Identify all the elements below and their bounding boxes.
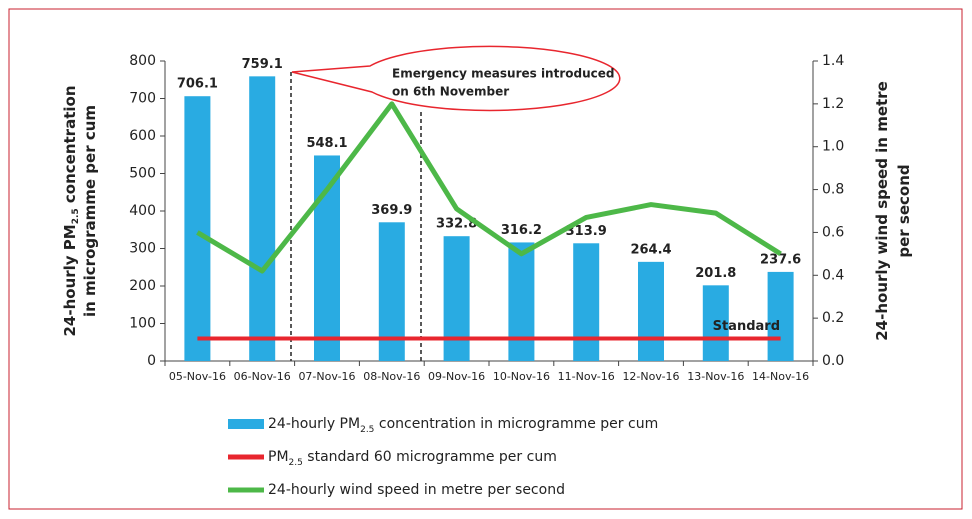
- value-label: 369.9: [371, 203, 412, 218]
- legend-swatch: [228, 419, 264, 429]
- legend-label: PM2.5 standard 60 microgramme per cum: [268, 449, 557, 468]
- y2-tick-label: 0.4: [822, 267, 844, 283]
- legend-label-part: standard 60 microgramme per cum: [303, 449, 557, 465]
- y-tick-label: 700: [129, 91, 156, 107]
- y-axis-title-part: concentration: [61, 85, 79, 208]
- bar: [638, 261, 664, 361]
- legend-label-part: concentration in microgramme per cum: [374, 416, 658, 432]
- legend-label: 24-hourly PM2.5 concentration in microgr…: [268, 416, 658, 435]
- bar: [184, 96, 211, 362]
- y-tick-label: 100: [129, 316, 156, 332]
- legend-label-part: 2.5: [360, 425, 374, 435]
- x-tick-label: 11-Nov-16: [558, 370, 615, 383]
- annotation: Emergency measures introduced: [392, 67, 614, 81]
- x-tick-label: 05-Nov-16: [169, 370, 226, 383]
- y2-tick-label: 0.8: [822, 182, 844, 198]
- y-axis-title: in microgramme per cum: [81, 105, 99, 317]
- value-label: 759.1: [242, 57, 283, 72]
- legend-label-part: 24-hourly PM: [268, 416, 360, 432]
- bar: [443, 236, 470, 361]
- y2-tick-label: 1.2: [822, 96, 844, 112]
- value-label: 201.8: [695, 266, 736, 281]
- callout: [291, 45, 621, 112]
- value-label: 237.6: [760, 252, 801, 267]
- value-label: 332.8: [436, 217, 477, 232]
- value-label: 313.9: [566, 224, 607, 239]
- y2-tick-label: 0.0: [822, 353, 844, 369]
- bar: [702, 285, 729, 361]
- bar: [573, 243, 600, 361]
- y2-tick-label: 1.4: [822, 53, 844, 69]
- value-label: 706.1: [177, 77, 218, 92]
- y2-tick-label: 0.2: [822, 310, 844, 326]
- bar: [249, 76, 276, 362]
- line: [196, 101, 782, 274]
- y-axis-title-part: 24-hourly PM: [61, 224, 79, 336]
- bar: [508, 242, 535, 361]
- y2-tick-label: 0.6: [822, 224, 844, 240]
- y2-axis-title: per second: [895, 164, 913, 257]
- legend-label-part: 2.5: [289, 458, 303, 468]
- y2-tick-label: 1.0: [822, 139, 844, 155]
- x-tick-label: 14-Nov-16: [752, 370, 809, 383]
- standard-label: Standard: [713, 319, 780, 334]
- legend-label: 24-hourly wind speed in metre per second: [268, 482, 565, 498]
- y2-axis-title-part: 24-hourly wind speed in metre: [873, 81, 891, 341]
- y-tick-label: 0: [147, 353, 156, 369]
- y-tick-label: 200: [129, 278, 156, 294]
- legend-label-part: PM: [268, 449, 289, 465]
- value-label: 548.1: [306, 136, 347, 151]
- frame: [8, 8, 963, 510]
- value-label: 316.2: [501, 223, 542, 238]
- y-axis-title-part: 2.5: [71, 208, 81, 224]
- x-tick-label: 13-Nov-16: [687, 370, 744, 383]
- y-tick-label: 800: [129, 53, 156, 69]
- value-label: 264.4: [630, 242, 671, 257]
- y-tick-label: 300: [129, 241, 156, 257]
- legend-label-part: 24-hourly wind speed in metre per second: [268, 482, 565, 498]
- x-tick-label: 07-Nov-16: [298, 370, 355, 383]
- x-tick-label: 06-Nov-16: [234, 370, 291, 383]
- bar: [767, 271, 794, 361]
- x-tick-label: 10-Nov-16: [493, 370, 550, 383]
- annotation: on 6th November: [392, 85, 509, 99]
- y-axis-title-part: in microgramme per cum: [81, 105, 99, 317]
- x-tick-label: 09-Nov-16: [428, 370, 485, 383]
- x-tick-label: 12-Nov-16: [622, 370, 679, 383]
- y-axis-title: 24-hourly PM2.5 concentration: [61, 85, 81, 336]
- y-tick-label: 400: [129, 203, 156, 219]
- y-tick-label: 500: [129, 166, 156, 182]
- x-tick-label: 08-Nov-16: [363, 370, 420, 383]
- y2-axis-title: 24-hourly wind speed in metre: [873, 81, 891, 341]
- y2-axis-title-part: per second: [895, 164, 913, 257]
- y-tick-label: 600: [129, 128, 156, 144]
